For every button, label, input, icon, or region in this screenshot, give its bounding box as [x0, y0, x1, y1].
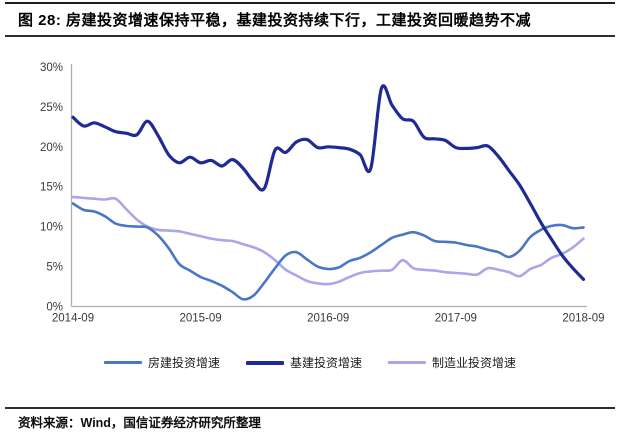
y-axis-tick-label: 25%: [40, 102, 63, 114]
x-axis-tick-label: 2017-09: [435, 313, 477, 325]
chart-legend: 房建投资增速 基建投资增速 制造业投资增速: [0, 354, 620, 371]
legend-swatch-1: [245, 360, 284, 365]
chart-area: 0% 5% 10% 15% 20% 25% 30% 2014-09 2015-09 2016-09…: [0, 44, 620, 344]
footer-divider: [5, 407, 615, 409]
top-border-line: [5, 2, 615, 4]
legend-item-0: 房建投资增速: [103, 354, 220, 371]
y-axis-tick-label: 30%: [40, 62, 63, 74]
legend-swatch-2: [388, 361, 426, 364]
y-axis-tick-label: 10%: [40, 222, 63, 234]
legend-label-1: 基建投资增速: [289, 356, 362, 370]
y-axis-tick-label: 0%: [46, 302, 63, 314]
series-line-0: [71, 202, 585, 301]
legend-swatch-0: [103, 361, 142, 364]
x-axis-tick-label: 2016-09: [307, 313, 349, 325]
y-axis-tick-label: 15%: [40, 182, 63, 194]
series-line-1: [71, 84, 586, 281]
source-note: 资料来源：Wind，国信证券经济研究所整理: [18, 416, 261, 430]
x-axis-tick-label: 2015-09: [180, 313, 222, 325]
legend-label-0: 房建投资增速: [147, 356, 220, 370]
title-divider: [5, 35, 615, 37]
figure-title: 图 28: 房建投资增速保持平稳，基建投资持续下行，工建投资回暖趋势不减: [18, 12, 532, 29]
y-axis-tick-label: 20%: [40, 142, 63, 154]
legend-item-1: 基建投资增速: [245, 354, 362, 371]
legend-label-2: 制造业投资增速: [432, 356, 517, 370]
investment-growth-line-chart: 0% 5% 10% 15% 20% 25% 30% 2014-09 2015-09 2016-09…: [40, 62, 605, 325]
x-axis-tick-label: 2018-09: [562, 313, 604, 325]
x-axis-tick-label: 2014-09: [52, 313, 94, 325]
y-axis-tick-label: 5%: [46, 262, 63, 274]
series-line-2: [71, 195, 585, 286]
legend-item-2: 制造业投资增速: [388, 354, 516, 371]
